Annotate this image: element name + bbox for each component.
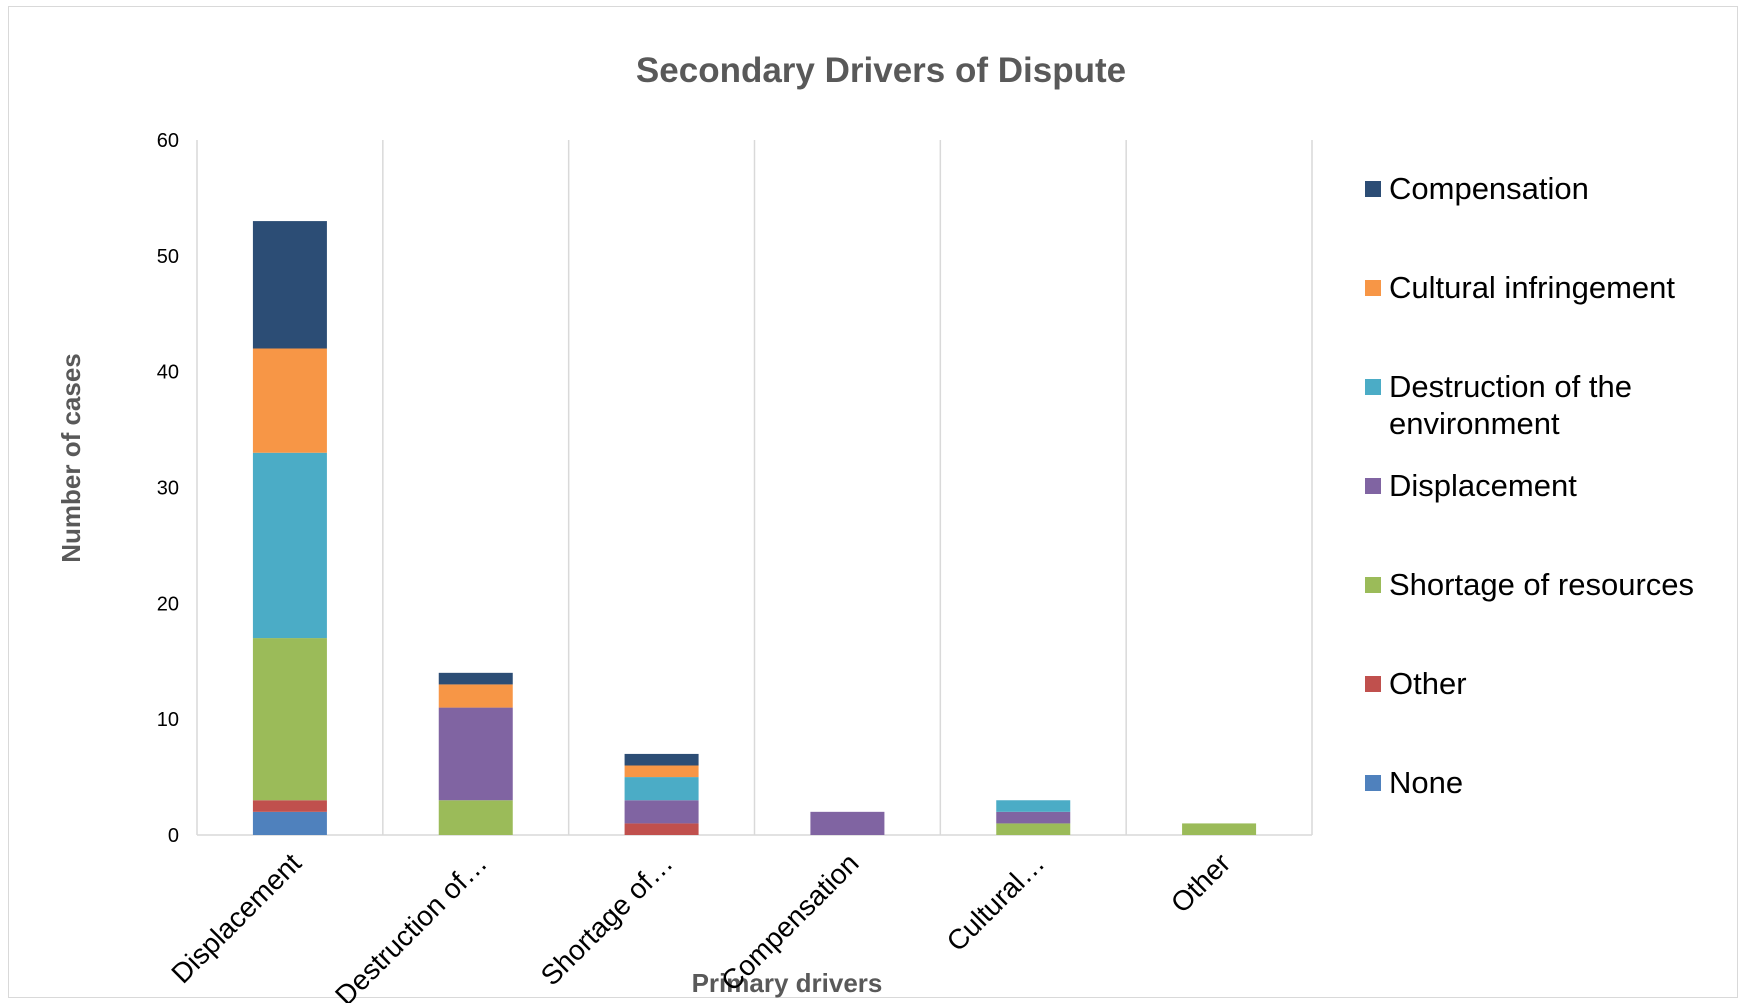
legend-swatch bbox=[1365, 577, 1381, 593]
bar-segment bbox=[438, 800, 513, 835]
legend-label: Other bbox=[1389, 666, 1467, 701]
y-axis-title: Number of cases bbox=[56, 353, 86, 563]
legend-swatch bbox=[1365, 280, 1381, 296]
bar-segment bbox=[810, 811, 885, 835]
bar-segment bbox=[252, 348, 327, 453]
legend-item: Cultural infringement bbox=[1365, 269, 1719, 306]
legend-swatch bbox=[1365, 775, 1381, 791]
y-tick-label: 30 bbox=[157, 478, 179, 500]
y-tick-label: 20 bbox=[157, 593, 179, 615]
y-tick-label: 0 bbox=[168, 825, 179, 847]
legend-item: Displacement bbox=[1365, 467, 1719, 504]
legend-item: Compensation bbox=[1365, 170, 1719, 207]
chart-title: Secondary Drivers of Dispute bbox=[636, 51, 1126, 90]
bar-segment bbox=[252, 811, 327, 835]
legend-swatch bbox=[1365, 478, 1381, 494]
y-tick-label: 40 bbox=[157, 362, 179, 384]
bar-segment bbox=[252, 800, 327, 812]
bar-segment bbox=[252, 452, 327, 639]
legend-label: Cultural infringement bbox=[1389, 270, 1676, 305]
bar-segment bbox=[1182, 823, 1257, 835]
plot-area: 0 10 20 30 40 50 60 Displacement Destruction of…… bbox=[157, 130, 1313, 1003]
bar-segment bbox=[624, 777, 699, 801]
legend-label: Shortage of resources bbox=[1389, 567, 1695, 602]
bar-segment bbox=[624, 765, 699, 778]
bar-segment bbox=[438, 672, 513, 685]
y-tick-label: 50 bbox=[157, 246, 179, 268]
y-tick-label: 10 bbox=[157, 709, 179, 731]
bar-segment bbox=[624, 800, 699, 824]
legend-label: None bbox=[1389, 765, 1464, 800]
bar-segment bbox=[996, 811, 1071, 824]
bar-segment bbox=[624, 823, 699, 835]
bar-segment bbox=[996, 823, 1071, 835]
x-tick-label: Displacement bbox=[165, 847, 307, 989]
legend-swatch bbox=[1365, 676, 1381, 692]
x-tick-label: Other bbox=[1165, 847, 1236, 918]
bar-segment bbox=[438, 707, 513, 801]
bar-segment bbox=[996, 800, 1071, 812]
y-tick-label: 60 bbox=[157, 130, 179, 152]
legend-label: Displacement bbox=[1389, 468, 1577, 503]
x-tick-label: Shortage of… bbox=[535, 847, 679, 991]
x-tick-label: Cultural… bbox=[941, 847, 1051, 957]
legend-label: Compensation bbox=[1389, 171, 1589, 206]
legend-item: Destruction of the environment bbox=[1365, 368, 1719, 442]
bar-segment bbox=[624, 753, 699, 766]
legend-swatch bbox=[1365, 181, 1381, 197]
x-tick-label: Destruction of… bbox=[329, 847, 493, 1003]
bar-segment bbox=[252, 221, 327, 349]
legend-item: Other bbox=[1365, 665, 1719, 702]
bar-segment bbox=[252, 638, 327, 801]
bar-segment bbox=[438, 684, 513, 708]
legend-swatch bbox=[1365, 379, 1381, 395]
x-axis-title: Primary drivers bbox=[692, 968, 883, 998]
legend-item: None bbox=[1365, 764, 1719, 801]
legend-item: Shortage of resources bbox=[1365, 566, 1719, 603]
legend-label: Destruction of the environment bbox=[1389, 369, 1632, 441]
